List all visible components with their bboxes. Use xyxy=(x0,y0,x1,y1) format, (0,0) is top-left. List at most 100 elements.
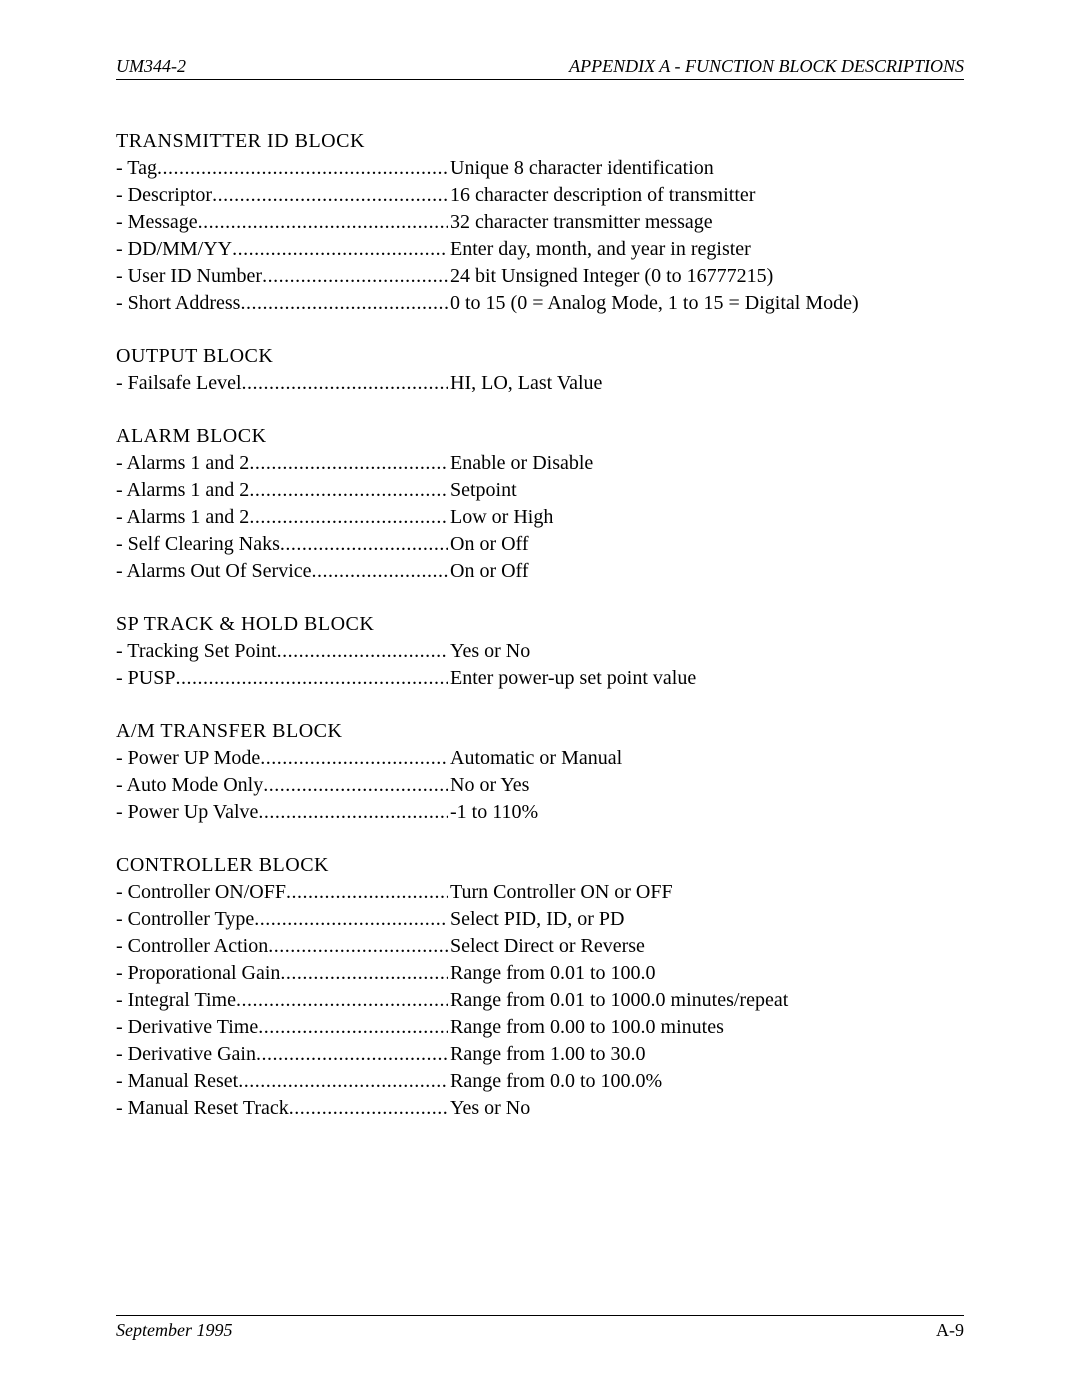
section-title: ALARM BLOCK xyxy=(116,425,964,448)
param-row: - Alarms Out Of Service.................… xyxy=(116,558,964,585)
header-left: UM344-2 xyxy=(116,56,186,77)
footer-right: A-9 xyxy=(936,1320,964,1341)
param-row: - Self Clearing Naks....................… xyxy=(116,531,964,558)
section-title: TRANSMITTER ID BLOCK xyxy=(116,130,964,153)
dot-leader: ........................................… xyxy=(240,290,448,317)
param-label: - Manual Reset xyxy=(116,1068,238,1095)
param-value: Turn Controller ON or OFF xyxy=(448,879,673,906)
dot-leader: ........................................… xyxy=(236,987,448,1014)
section: SP TRACK & HOLD BLOCK- Tracking Set Poin… xyxy=(116,613,964,692)
section: CONTROLLER BLOCK- Controller ON/OFF.....… xyxy=(116,854,964,1122)
param-value: Unique 8 character identification xyxy=(448,155,714,182)
param-label: - Controller Action xyxy=(116,933,268,960)
param-value: Range from 1.00 to 30.0 xyxy=(448,1041,646,1068)
dot-leader: ...................................... xyxy=(254,906,448,933)
dot-leader: ..................................... xyxy=(258,1014,448,1041)
param-value: Low or High xyxy=(448,504,553,531)
page-footer: September 1995 A-9 xyxy=(116,1315,964,1341)
section-title: CONTROLLER BLOCK xyxy=(116,854,964,877)
param-label: - Tracking Set Point xyxy=(116,638,277,665)
param-row: - DD/MM/YY..............................… xyxy=(116,236,964,263)
dot-leader: ........................................… xyxy=(232,236,448,263)
dot-leader: ............................... xyxy=(289,1095,448,1122)
param-value: 32 character transmitter message xyxy=(448,209,713,236)
header-right: APPENDIX A - FUNCTION BLOCK DESCRIPTIONS xyxy=(569,56,964,77)
dot-leader: ........................................… xyxy=(238,1068,448,1095)
param-label: - Derivative Time xyxy=(116,1014,258,1041)
param-label: - Alarms 1 and 2 xyxy=(116,477,249,504)
param-label: - Alarms Out Of Service xyxy=(116,558,312,585)
param-row: - Alarms 1 and 2........................… xyxy=(116,504,964,531)
param-label: - Derivative Gain xyxy=(116,1041,256,1068)
param-row: - Manual Reset Track....................… xyxy=(116,1095,964,1122)
section: TRANSMITTER ID BLOCK- Tag...............… xyxy=(116,130,964,317)
param-row: - Short Address.........................… xyxy=(116,290,964,317)
dot-leader: ................................. xyxy=(280,960,448,987)
param-row: - Integral Time.........................… xyxy=(116,987,964,1014)
param-value: Range from 0.01 to 1000.0 minutes/repeat xyxy=(448,987,788,1014)
section: OUTPUT BLOCK- Failsafe Level............… xyxy=(116,345,964,397)
param-value: 0 to 15 (0 = Analog Mode, 1 to 15 = Digi… xyxy=(448,290,859,317)
param-label: - Power Up Valve xyxy=(116,799,258,826)
param-label: - User ID Number xyxy=(116,263,262,290)
param-value: 24 bit Unsigned Integer (0 to 16777215) xyxy=(448,263,773,290)
param-label: - DD/MM/YY xyxy=(116,236,232,263)
param-label: - PUSP xyxy=(116,665,175,692)
dot-leader: ................................... xyxy=(268,933,448,960)
param-label: - Power UP Mode xyxy=(116,745,260,772)
dot-leader: ..................................... xyxy=(258,799,448,826)
dot-leader: ........................................… xyxy=(157,155,448,182)
param-label: - Manual Reset Track xyxy=(116,1095,289,1122)
param-label: - Auto Mode Only xyxy=(116,772,263,799)
param-row: - Controller Action.....................… xyxy=(116,933,964,960)
param-value: On or Off xyxy=(448,531,529,558)
param-value: 16 character description of transmitter xyxy=(448,182,755,209)
dot-leader: ........................................… xyxy=(198,209,448,236)
section-title: OUTPUT BLOCK xyxy=(116,345,964,368)
param-row: - Tag...................................… xyxy=(116,155,964,182)
param-label: - Tag xyxy=(116,155,157,182)
param-row: - Alarms 1 and 2........................… xyxy=(116,477,964,504)
param-row: - Derivative Gain.......................… xyxy=(116,1041,964,1068)
section: ALARM BLOCK- Alarms 1 and 2.............… xyxy=(116,425,964,585)
param-row: - Controller ON/OFF.....................… xyxy=(116,879,964,906)
param-value: Yes or No xyxy=(448,1095,530,1122)
dot-leader: ..................................... xyxy=(262,263,448,290)
param-row: - Message...............................… xyxy=(116,209,964,236)
dot-leader: ...................................... xyxy=(256,1041,448,1068)
section-title: A/M TRANSFER BLOCK xyxy=(116,720,964,743)
param-label: - Controller Type xyxy=(116,906,254,933)
param-value: -1 to 110% xyxy=(448,799,538,826)
dot-leader: ....................................... xyxy=(249,450,448,477)
param-value: Select PID, ID, or PD xyxy=(448,906,624,933)
param-label: - Alarms 1 and 2 xyxy=(116,504,249,531)
dot-leader: ........................................… xyxy=(175,665,448,692)
dot-leader: ........................................… xyxy=(212,182,448,209)
param-row: - Auto Mode Only........................… xyxy=(116,772,964,799)
param-row: - Power Up Valve........................… xyxy=(116,799,964,826)
param-value: Enable or Disable xyxy=(448,450,593,477)
param-label: - Controller ON/OFF xyxy=(116,879,286,906)
param-label: - Descriptor xyxy=(116,182,212,209)
param-row: - Descriptor............................… xyxy=(116,182,964,209)
param-row: - PUSP..................................… xyxy=(116,665,964,692)
dot-leader: ........................... xyxy=(312,558,448,585)
param-label: - Message xyxy=(116,209,198,236)
param-row: - Alarms 1 and 2........................… xyxy=(116,450,964,477)
section-title: SP TRACK & HOLD BLOCK xyxy=(116,613,964,636)
section: A/M TRANSFER BLOCK- Power UP Mode.......… xyxy=(116,720,964,826)
param-row: - Power UP Mode.........................… xyxy=(116,745,964,772)
param-row: - Controller Type.......................… xyxy=(116,906,964,933)
param-label: - Self Clearing Naks xyxy=(116,531,280,558)
dot-leader: ................................. xyxy=(280,531,448,558)
dot-leader: ....................................... xyxy=(249,477,448,504)
content-body: TRANSMITTER ID BLOCK- Tag...............… xyxy=(116,130,964,1122)
param-label: - Short Address xyxy=(116,290,240,317)
dot-leader: ....................................... xyxy=(249,504,448,531)
dot-leader: ................................ xyxy=(286,879,448,906)
dot-leader: .................................... xyxy=(263,772,448,799)
param-label: - Failsafe Level xyxy=(116,370,242,397)
param-value: Automatic or Manual xyxy=(448,745,622,772)
dot-leader: ..................................... xyxy=(260,745,448,772)
footer-left: September 1995 xyxy=(116,1320,232,1341)
